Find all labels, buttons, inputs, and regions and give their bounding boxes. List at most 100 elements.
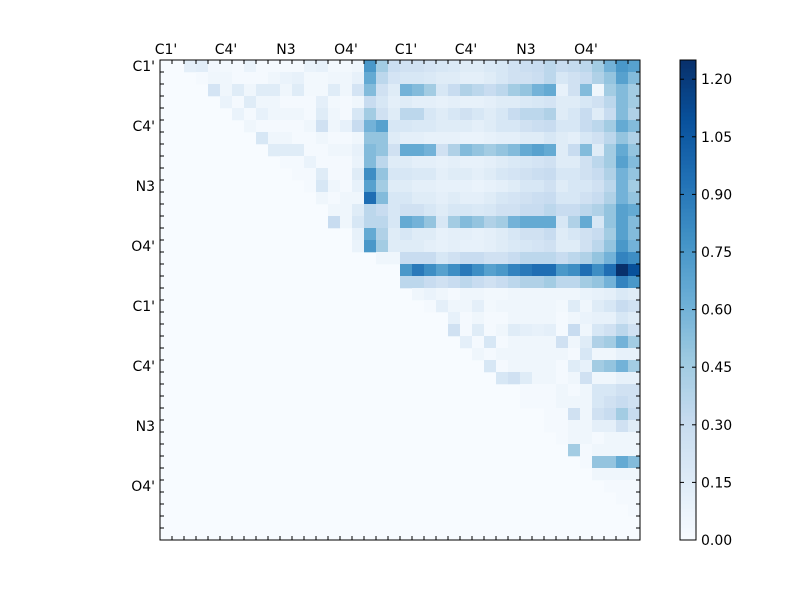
heatmap-cell — [496, 72, 509, 85]
colorbar-segment — [680, 500, 696, 505]
colorbar-segment — [680, 344, 696, 349]
heatmap-cell — [484, 168, 497, 181]
heatmap-cell — [352, 168, 365, 181]
colorbar-segment — [680, 256, 696, 261]
heatmap-cell — [628, 396, 641, 409]
heatmap-cell — [580, 156, 593, 169]
heatmap-cell — [280, 96, 293, 109]
heatmap-cell — [604, 420, 617, 433]
heatmap-cell — [472, 228, 485, 241]
heatmap-cell — [580, 276, 593, 289]
heatmap-cell — [292, 156, 305, 169]
heatmap-cell — [400, 192, 413, 205]
heatmap-cell — [388, 252, 401, 265]
heatmap-cell — [520, 132, 533, 145]
heatmap-cell — [268, 60, 281, 73]
colorbar-segment — [680, 320, 696, 325]
heatmap-cell — [472, 108, 485, 121]
heatmap-cell — [628, 216, 641, 229]
heatmap-cell — [484, 324, 497, 337]
heatmap-cell — [448, 60, 461, 73]
heatmap-cell — [556, 216, 569, 229]
heatmap-cell — [376, 156, 389, 169]
heatmap-cell — [328, 108, 341, 121]
heatmap-cell — [496, 84, 509, 97]
heatmap-cell — [628, 276, 641, 289]
heatmap-cell — [472, 192, 485, 205]
heatmap-cell — [400, 252, 413, 265]
colorbar-segment — [680, 304, 696, 309]
heatmap-cell — [448, 156, 461, 169]
heatmap-cell — [580, 444, 593, 457]
heatmap-cell — [508, 120, 521, 133]
y-tick-label: C4' — [132, 359, 155, 375]
heatmap-cell — [352, 228, 365, 241]
heatmap-cell — [580, 72, 593, 85]
heatmap-cell — [556, 348, 569, 361]
heatmap-cell — [472, 252, 485, 265]
heatmap-cell — [508, 144, 521, 157]
colorbar-segment — [680, 460, 696, 465]
heatmap-cell — [556, 324, 569, 337]
heatmap-cell — [616, 252, 629, 265]
heatmap-cell — [568, 108, 581, 121]
heatmap-cell — [340, 60, 353, 73]
heatmap-cell — [364, 144, 377, 157]
heatmap-cell — [316, 168, 329, 181]
y-tick-label: C1' — [132, 59, 155, 75]
heatmap-cell — [604, 192, 617, 205]
colorbar-segment — [680, 472, 696, 477]
heatmap-cell — [388, 120, 401, 133]
colorbar-segment — [680, 220, 696, 225]
heatmap-cell — [580, 420, 593, 433]
heatmap-cell — [376, 252, 389, 265]
heatmap-cell — [484, 336, 497, 349]
colorbar-segment — [680, 508, 696, 513]
y-tick-label: N3 — [136, 419, 155, 435]
heatmap-cell — [628, 324, 641, 337]
heatmap-cell — [436, 60, 449, 73]
heatmap-cell — [592, 132, 605, 145]
colorbar-tick-label: 0.15 — [701, 475, 732, 491]
colorbar-segment — [680, 496, 696, 501]
heatmap-cell — [460, 144, 473, 157]
heatmap-cell — [352, 156, 365, 169]
colorbar-segment — [680, 336, 696, 341]
heatmap-cell — [268, 72, 281, 85]
heatmap-cell — [544, 360, 557, 373]
colorbar-segment — [680, 516, 696, 521]
heatmap-cell — [592, 456, 605, 469]
colorbar-segment — [680, 116, 696, 121]
heatmap-cell — [328, 60, 341, 73]
heatmap-cell — [448, 108, 461, 121]
colorbar-segment — [680, 244, 696, 249]
heatmap-cell — [628, 300, 641, 313]
heatmap-cell — [436, 144, 449, 157]
heatmap-cell — [400, 120, 413, 133]
heatmap-cell — [508, 216, 521, 229]
heatmap-cell — [532, 156, 545, 169]
heatmap-cell — [292, 60, 305, 73]
heatmap-cell — [412, 180, 425, 193]
heatmap-cell — [244, 72, 257, 85]
heatmap-cell — [448, 84, 461, 97]
heatmap-cell — [580, 384, 593, 397]
colorbar-segment — [680, 96, 696, 101]
heatmap-cell — [604, 180, 617, 193]
heatmap-cell — [232, 96, 245, 109]
heatmap-cell — [484, 240, 497, 253]
heatmap-cell — [628, 264, 641, 277]
heatmap-cell — [568, 72, 581, 85]
heatmap-cell — [340, 132, 353, 145]
heatmap-cell — [508, 180, 521, 193]
heatmap-cell — [544, 324, 557, 337]
heatmap-cell — [544, 276, 557, 289]
heatmap-cell — [448, 216, 461, 229]
heatmap-cell — [340, 192, 353, 205]
heatmap-cell — [616, 408, 629, 421]
heatmap-cell — [400, 168, 413, 181]
colorbar-segment — [680, 76, 696, 81]
heatmap-cell — [388, 108, 401, 121]
heatmap-cell — [484, 72, 497, 85]
colorbar-tick-label: 1.20 — [701, 72, 732, 88]
